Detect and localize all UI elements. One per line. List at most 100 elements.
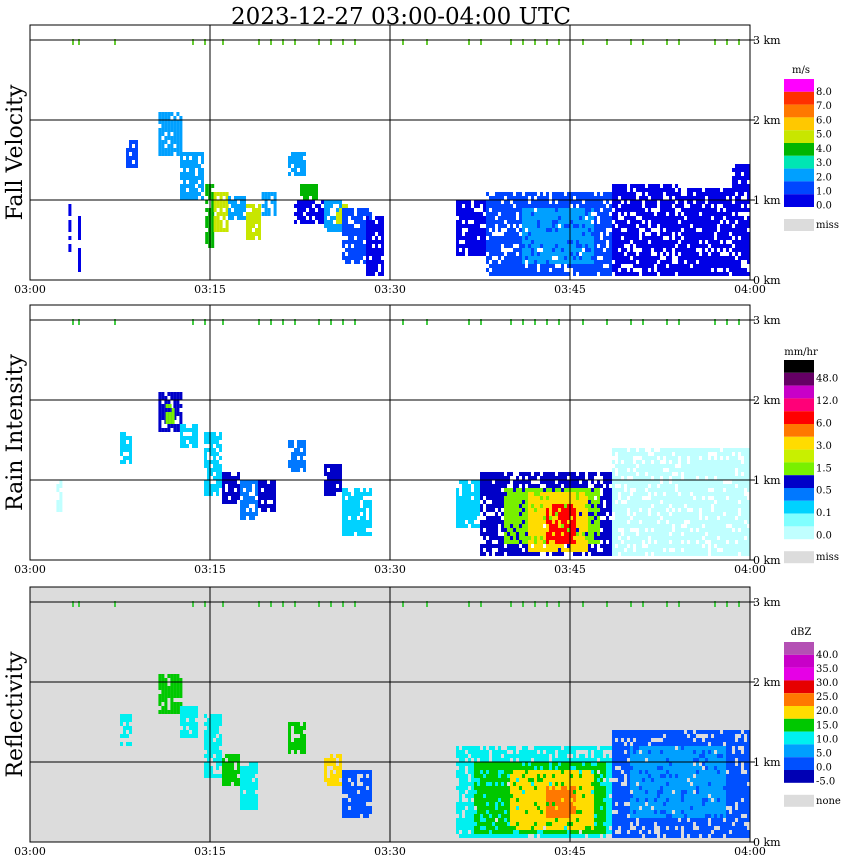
data-cell	[513, 272, 516, 276]
data-cell	[687, 232, 690, 236]
data-cell	[576, 224, 579, 228]
data-cell	[258, 488, 261, 492]
data-cell	[615, 516, 618, 520]
data-cell	[558, 240, 561, 244]
data-cell	[603, 268, 606, 272]
data-cell	[567, 500, 570, 504]
data-cell	[483, 204, 486, 208]
data-cell	[486, 544, 489, 548]
data-cell	[561, 220, 564, 224]
data-cell	[666, 272, 669, 276]
data-cell	[591, 504, 594, 508]
data-cell	[558, 228, 561, 232]
data-cell	[297, 440, 300, 444]
data-cell	[354, 232, 357, 236]
data-cell	[246, 236, 249, 240]
data-cell	[180, 164, 183, 168]
data-cell	[570, 208, 573, 212]
data-cell	[456, 524, 459, 528]
data-cell	[531, 484, 534, 488]
data-cell	[558, 216, 561, 220]
data-cell	[270, 504, 273, 508]
data-cell	[219, 480, 222, 484]
data-cell	[336, 464, 339, 468]
data-cell	[483, 232, 486, 236]
marker-tick	[666, 39, 668, 45]
data-cell	[204, 432, 207, 436]
data-cell	[564, 536, 567, 540]
data-cell	[738, 264, 741, 268]
data-cell	[732, 232, 735, 236]
data-cell	[672, 200, 675, 204]
data-cell	[567, 508, 570, 512]
data-cell	[564, 236, 567, 240]
data-cell	[543, 512, 546, 516]
data-cell	[657, 268, 660, 272]
data-cell	[345, 216, 348, 220]
data-cell	[567, 240, 570, 244]
data-cell	[513, 220, 516, 224]
data-cell	[273, 212, 277, 216]
data-cell	[345, 520, 348, 524]
data-cell	[537, 224, 540, 228]
data-cell	[588, 208, 591, 212]
data-cell	[630, 196, 633, 200]
data-cell	[624, 460, 627, 464]
data-cell	[252, 220, 255, 224]
data-cell	[492, 524, 495, 528]
data-cell	[510, 488, 513, 492]
data-cell	[129, 456, 132, 460]
data-cell	[366, 264, 369, 268]
data-cell	[735, 232, 738, 236]
data-cell	[687, 256, 690, 260]
data-cell	[744, 168, 747, 172]
data-cell	[210, 452, 213, 456]
data-cell	[237, 212, 240, 216]
data-cell	[675, 268, 678, 272]
data-cell	[333, 228, 336, 232]
data-cell	[207, 472, 210, 476]
data-cell	[726, 248, 729, 252]
data-cell	[486, 268, 489, 272]
data-cell	[696, 224, 699, 228]
data-cell	[525, 212, 528, 216]
data-cell	[513, 528, 516, 532]
data-cell	[552, 200, 555, 204]
data-cell	[264, 500, 267, 504]
data-cell	[591, 196, 594, 200]
data-cell	[336, 228, 339, 232]
data-cell	[468, 252, 471, 256]
data-cell	[369, 260, 372, 264]
data-cell	[363, 500, 366, 504]
data-cell	[573, 552, 576, 556]
data-cell	[495, 500, 498, 504]
data-cell	[594, 520, 597, 524]
data-cell	[360, 524, 363, 528]
data-cell	[222, 216, 226, 220]
data-cell	[492, 264, 495, 268]
data-cell	[612, 200, 615, 204]
data-cell	[123, 448, 126, 452]
data-cell	[714, 240, 717, 244]
data-cell	[540, 240, 543, 244]
data-cell	[207, 480, 210, 484]
data-cell	[699, 272, 702, 276]
data-cell	[195, 424, 198, 428]
data-cell	[158, 392, 162, 396]
data-cell	[164, 128, 168, 132]
data-cell	[456, 492, 459, 496]
data-cell	[216, 468, 219, 472]
data-cell	[741, 244, 744, 248]
data-cell	[660, 272, 663, 276]
data-cell	[558, 248, 561, 252]
data-cell	[486, 540, 489, 544]
data-cell	[720, 212, 723, 216]
data-cell	[684, 244, 687, 248]
data-cell	[315, 204, 318, 208]
data-cell	[708, 240, 711, 244]
data-cell	[164, 112, 168, 116]
data-cell	[549, 532, 552, 536]
data-cell	[615, 504, 618, 508]
data-cell	[480, 216, 483, 220]
data-cell	[348, 508, 351, 512]
